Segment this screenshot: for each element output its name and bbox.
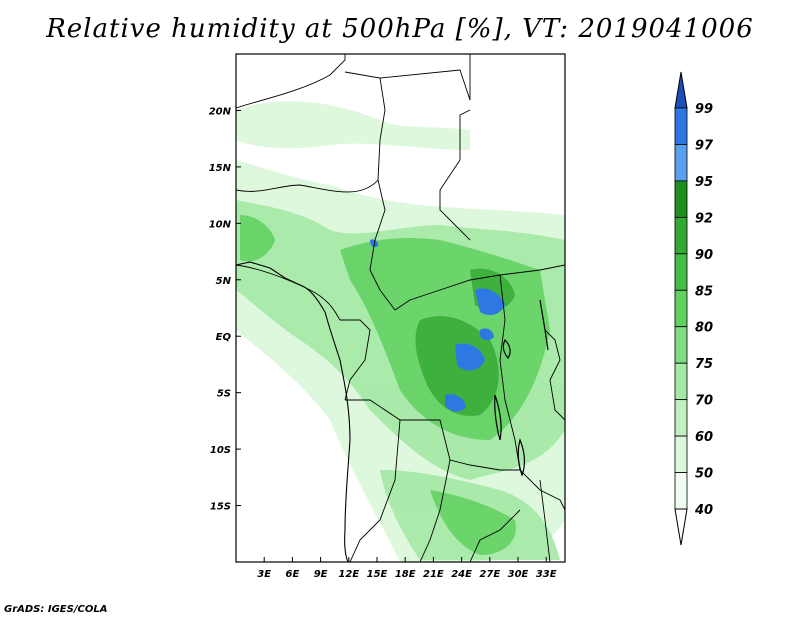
lat-tick-label: 15N [209,163,232,174]
lon-tick-label: 6E [286,569,300,580]
country-borders [236,54,565,562]
credit-label: GrADS: IGES/COLA [4,604,108,615]
colorbar-label: 75 [695,357,713,372]
latitude-axis: 20N 15N 10N 5N EQ 5S 10S 15S [209,106,241,513]
lon-tick-label: 24E [451,569,472,580]
lon-tick-label: 27E [479,569,500,580]
colorbar-segment [674,180,688,218]
colorbar-top-arrow [674,71,688,109]
colorbar-label: 85 [695,284,713,299]
lakes [494,299,549,477]
coastline [236,261,351,562]
colorbar-segment [674,399,688,437]
chart-title: Relative humidity at 500hPa [%], VT: 201… [46,14,754,44]
colorbar-segment [674,435,688,473]
colorbar-segment [674,253,688,291]
colorbar-segment [674,326,688,364]
lon-tick-label: 30E [508,569,529,580]
colorbar-label: 92 [695,211,713,226]
lat-tick-label: 15S [210,502,231,513]
lat-tick-label: EQ [216,332,232,343]
colorbar-segment [674,107,688,145]
lon-tick-label: 9E [314,569,328,580]
lon-tick-label: 21E [423,569,444,580]
colorbar-segment [674,472,688,510]
colorbar-segment [674,362,688,401]
lat-tick-label: 5S [217,389,231,400]
colorbar-label: 50 [695,467,713,482]
lon-tick-label: 15E [367,569,388,580]
colorbar-segment [674,216,688,255]
colorbar: 99 97 95 92 90 85 80 75 70 60 50 40 [674,71,714,546]
colorbar-label: 90 [695,248,713,263]
longitude-axis: 3E 6E 9E 12E 15E 18E 21E 24E 27E 30E 33E [257,557,557,580]
colorbar-label: 40 [694,503,713,518]
colorbar-label: 70 [695,394,713,409]
lon-tick-label: 3E [257,569,271,580]
lat-tick-label: 5N [216,276,232,287]
colorbar-label: 97 [695,138,714,153]
colorbar-label: 60 [695,430,713,445]
humidity-field-saturated [370,239,505,412]
lon-tick-label: 33E [536,569,557,580]
colorbar-segment [674,144,688,182]
colorbar-label: 99 [695,102,713,117]
map-frame [235,53,566,563]
lat-tick-label: 20N [209,106,232,117]
colorbar-label: 95 [695,175,713,190]
colorbar-bottom-arrow [674,508,688,546]
lat-tick-label: 10N [209,219,232,230]
colorbar-label: 80 [695,321,713,336]
colorbar-segment [674,289,688,328]
lat-tick-label: 10S [210,445,231,456]
lon-tick-label: 12E [338,569,359,580]
lon-tick-label: 18E [395,569,416,580]
